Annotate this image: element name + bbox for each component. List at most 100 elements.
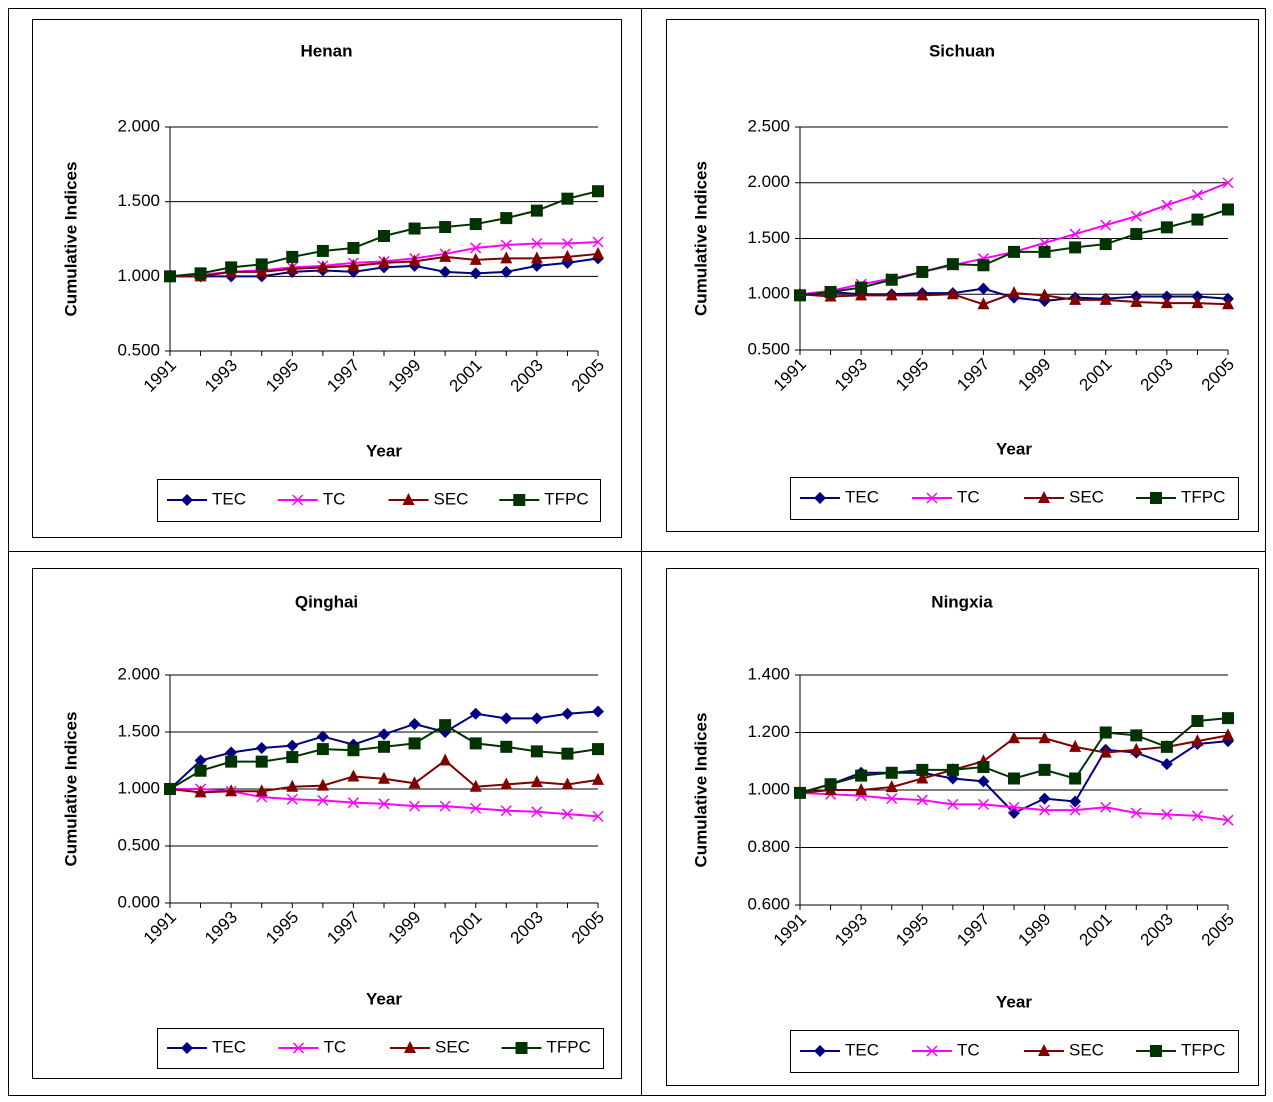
marker [408, 222, 421, 235]
marker [1160, 758, 1173, 771]
legend-label: SEC [1069, 487, 1104, 506]
y-tick-label: 1.000 [747, 284, 790, 303]
marker [1222, 728, 1234, 741]
marker [1222, 203, 1234, 216]
marker [378, 798, 390, 810]
y-axis-label: Cumulative Indices [61, 162, 80, 317]
legend-label: SEC [1069, 1040, 1104, 1059]
marker [1038, 792, 1051, 805]
marker [408, 737, 421, 750]
marker [500, 740, 513, 753]
marker [855, 288, 868, 301]
legend-label: TC [324, 1037, 347, 1056]
y-tick-label: 1.500 [117, 191, 160, 210]
y-tick-label: 1.500 [747, 228, 790, 247]
legend-label: TEC [212, 489, 246, 508]
marker [1191, 734, 1204, 747]
marker [977, 761, 990, 773]
marker [1191, 189, 1203, 201]
marker [561, 237, 573, 250]
marker [439, 249, 452, 262]
marker [1038, 1044, 1050, 1056]
marker [292, 1042, 305, 1054]
marker [316, 260, 329, 273]
legend-label: TC [957, 1040, 980, 1059]
marker [1222, 177, 1234, 189]
marker [1069, 739, 1082, 752]
x-tick-label: 1991 [140, 908, 180, 948]
marker [885, 273, 898, 286]
marker [916, 763, 929, 776]
y-tick-label: 2.500 [747, 116, 790, 135]
marker [469, 779, 482, 792]
marker [1099, 745, 1112, 758]
marker [439, 265, 452, 278]
marker [439, 753, 452, 766]
marker [1160, 221, 1173, 234]
marker [1099, 238, 1112, 251]
marker [1069, 795, 1082, 808]
marker [916, 288, 929, 301]
marker [347, 797, 359, 809]
marker [814, 1045, 826, 1057]
marker [164, 783, 176, 795]
marker [1008, 286, 1020, 299]
marker [225, 261, 238, 274]
marker [1038, 731, 1051, 744]
marker [531, 237, 543, 250]
marker [977, 775, 990, 788]
marker [561, 192, 574, 205]
y-tick-label: 0.500 [117, 835, 160, 854]
marker [885, 780, 898, 793]
marker [225, 784, 238, 797]
marker [814, 492, 826, 504]
marker [531, 806, 543, 818]
marker [1130, 742, 1143, 755]
marker [255, 741, 268, 754]
y-tick-label: 1.000 [747, 779, 790, 798]
marker [286, 779, 299, 792]
legend-label: SEC [435, 1037, 470, 1056]
marker [317, 794, 329, 806]
marker [926, 1045, 938, 1057]
x-tick-label: 2001 [1076, 355, 1116, 395]
marker [1191, 296, 1204, 309]
marker [255, 784, 268, 797]
x-tick-label: 2001 [1076, 910, 1116, 950]
chart-frame [666, 568, 1259, 1086]
marker [500, 239, 512, 251]
marker [225, 746, 238, 759]
marker [1099, 292, 1112, 305]
chart-title: Sichuan [929, 41, 995, 60]
marker [561, 707, 574, 720]
marker [194, 764, 207, 777]
x-tick-label: 2003 [1137, 355, 1177, 395]
marker [916, 771, 929, 784]
legend-label: TFPC [544, 489, 588, 508]
marker [1191, 810, 1203, 822]
x-tick-label: 1997 [953, 910, 993, 950]
marker [378, 740, 390, 753]
marker [1191, 213, 1204, 226]
x-tick-label: 1997 [323, 908, 363, 948]
marker [316, 244, 329, 257]
x-tick-label: 2001 [446, 356, 486, 396]
x-axis-label: Year [366, 989, 402, 1008]
marker [530, 712, 543, 725]
chart: Henan 0.500 1.000 1.500 2.000 1991 1993 1995 199… [32, 19, 622, 538]
marker [977, 297, 990, 310]
marker [1008, 245, 1020, 258]
marker [592, 772, 604, 785]
marker [408, 776, 421, 789]
marker [977, 259, 990, 272]
marker [885, 288, 898, 301]
marker [561, 747, 574, 760]
marker [292, 494, 304, 506]
marker [916, 265, 929, 278]
marker [469, 707, 482, 720]
marker [255, 755, 268, 768]
y-axis-label: Cumulative Indices [691, 713, 710, 868]
marker [347, 241, 360, 254]
marker [347, 258, 360, 271]
marker [1069, 804, 1081, 816]
